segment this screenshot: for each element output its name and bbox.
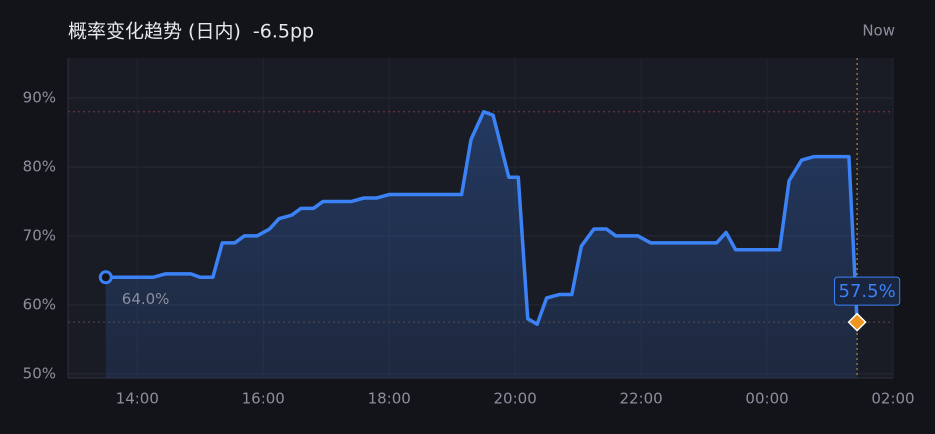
- y-tick-label: 80%: [23, 157, 56, 175]
- change-value: -6.5pp: [253, 21, 314, 43]
- y-tick-label: 60%: [23, 295, 56, 313]
- x-tick-label: 02:00: [871, 390, 914, 408]
- end-label-box: [834, 276, 901, 306]
- chart-title: 概率变化趋势 (日内): [68, 21, 241, 43]
- line: [105, 110, 859, 326]
- y-tick-label: 50%: [23, 364, 56, 382]
- x-tick-label: 20:00: [494, 390, 537, 408]
- x-tick-label: 00:00: [745, 390, 788, 408]
- start-marker: [98, 270, 113, 285]
- x-tick-label: 16:00: [242, 390, 285, 408]
- x-tick-label: 18:00: [368, 390, 411, 408]
- area: [105, 111, 858, 379]
- x-tick-label: 22:00: [619, 390, 662, 408]
- start-label: 64.0%: [122, 290, 170, 308]
- x-tick-label: 14:00: [116, 390, 159, 408]
- end-marker: [847, 312, 867, 332]
- now-label: Now: [862, 22, 895, 40]
- end-label: 57.5%: [839, 281, 896, 302]
- y-tick-label: 90%: [23, 89, 56, 107]
- y-tick-label: 70%: [23, 226, 56, 244]
